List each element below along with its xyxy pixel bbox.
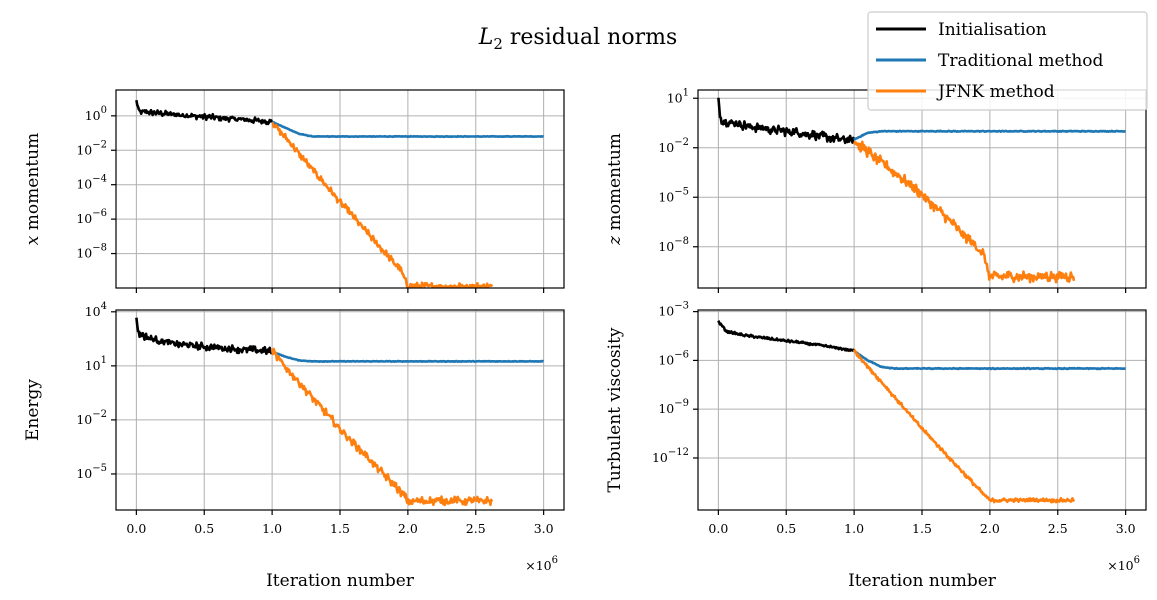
y-tick-label: 10−5: [658, 186, 689, 204]
y-tick-label: 10−3: [658, 301, 689, 319]
series-line-initialisation: [135, 99, 274, 126]
x-axis-label: Iteration number: [848, 571, 997, 591]
x-tick-label: 3.0: [1116, 521, 1136, 536]
legend-box: [867, 11, 1148, 111]
series-line-jfnk-method: [852, 348, 1076, 504]
y-tick-label: 101: [85, 355, 107, 373]
y-tick-label: 10−5: [76, 463, 107, 481]
series-line-traditional-method: [853, 349, 1127, 371]
y-tick-label: 10−2: [76, 139, 107, 157]
x-tick-label: 2.0: [398, 521, 418, 536]
x-tick-label: 2.5: [1048, 521, 1068, 536]
y-tick-label: 104: [85, 301, 107, 319]
y-tick-label: 10−4: [76, 174, 107, 192]
y-tick-label: 10−2: [76, 409, 107, 427]
subplot-3: 0.0 0.5 1.0 1.5 2.0 2.5 3.0 104 101 10−2 10−5 Energ…: [23, 301, 565, 591]
y-tick-label: 100: [85, 105, 107, 123]
series-line-traditional-method: [853, 129, 1127, 141]
x-tick-label: 2.5: [466, 521, 486, 536]
x-offset-multiplier: ×106: [1107, 555, 1140, 573]
subplot-1: 100 10−2 10−4 10−6 10−8 x momentum: [23, 89, 565, 293]
series-line-jfnk-method: [270, 347, 494, 507]
x-tick-label: 0.5: [194, 521, 214, 536]
y-tick-label: 10−6: [658, 349, 689, 367]
series-line-initialisation: [717, 97, 856, 145]
series-line-initialisation: [717, 320, 855, 352]
subplot-4: 0.0 0.5 1.0 1.5 2.0 2.5 3.0 10−3 10−6 10−9 10−12 Tu…: [605, 301, 1147, 591]
x-offset-multiplier: ×106: [525, 555, 558, 573]
legend: Initialisation Traditional method JFNK met…: [867, 11, 1148, 111]
x-tick-label: 1.0: [844, 521, 864, 536]
x-tick-label: 1.0: [262, 521, 282, 536]
figure-title: L2 residual norms: [478, 25, 678, 53]
subplot-2: 101 10−2 10−5 10−8 z momentum: [605, 87, 1147, 293]
series-line-traditional-method: [271, 120, 545, 139]
series-line-initialisation: [135, 317, 274, 356]
y-tick-label: 101: [667, 87, 689, 105]
legend-label: Traditional method: [938, 51, 1104, 71]
y-tick-label: 10−8: [76, 243, 107, 261]
y-tick-label: 10−8: [658, 236, 689, 254]
y-axis-label: z momentum: [605, 133, 625, 246]
y-tick-label: 10−9: [658, 398, 689, 416]
x-axis-label: Iteration number: [266, 571, 415, 591]
x-tick-label: 1.5: [330, 521, 350, 536]
legend-label: Initialisation: [938, 20, 1047, 40]
y-tick-label: 10−12: [652, 447, 689, 465]
series-line-traditional-method: [271, 350, 545, 363]
series-line-jfnk-method: [271, 121, 494, 288]
legend-label: JFNK method: [936, 82, 1055, 102]
figure-title-sub: 2: [493, 35, 503, 53]
figure-title-var: L: [478, 25, 494, 50]
series-line-jfnk-method: [852, 140, 1076, 284]
figure-title-rest: residual norms: [503, 25, 677, 50]
y-axis-label: x momentum: [23, 133, 43, 245]
x-tick-label: 2.0: [980, 521, 1000, 536]
x-tick-label: 0.0: [708, 521, 728, 536]
x-tick-label: 1.5: [912, 521, 932, 536]
y-tick-label: 10−2: [658, 137, 689, 155]
y-tick-label: 10−6: [76, 208, 107, 226]
subplot-grid: 100 10−2 10−4 10−6 10−8 x momentum 101 10−2 10−5…: [23, 87, 1147, 591]
y-axis-label: Turbulent viscosity: [605, 327, 625, 492]
x-tick-label: 0.5: [776, 521, 796, 536]
y-axis-label: Energy: [23, 379, 43, 441]
x-tick-label: 3.0: [534, 521, 554, 536]
x-tick-label: 0.0: [126, 521, 146, 536]
